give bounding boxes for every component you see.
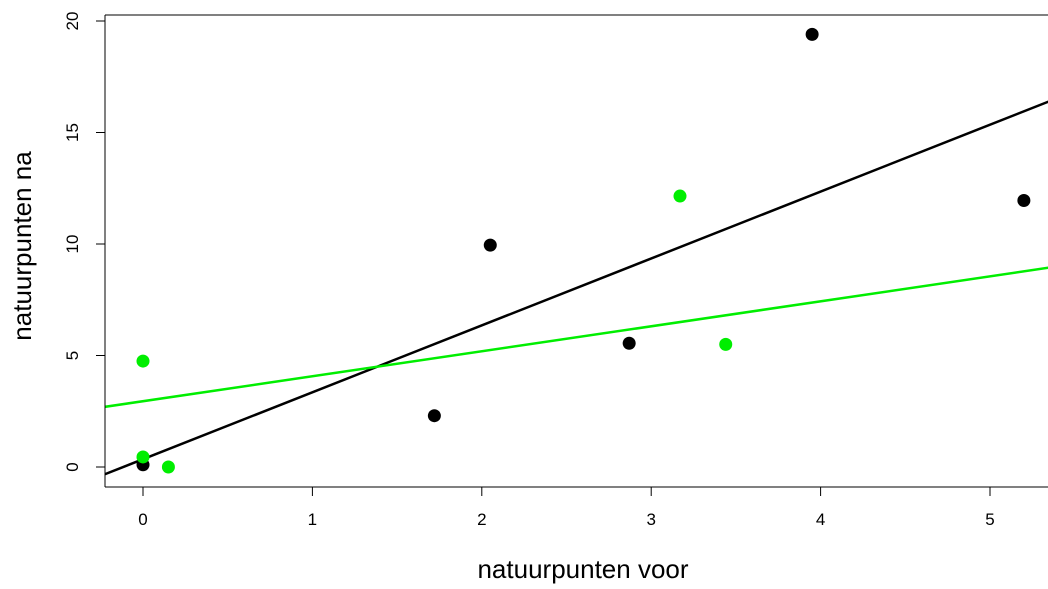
data-point <box>483 238 497 252</box>
y-tick-label: 10 <box>63 235 82 254</box>
x-tick-label: 5 <box>985 510 994 529</box>
regression-line <box>105 266 1048 409</box>
data-point <box>136 354 150 368</box>
x-axis-title: natuurpunten voor <box>477 554 688 584</box>
y-tick-label: 0 <box>63 462 82 471</box>
x-axis: 0 1 2 3 4 5 <box>138 486 995 529</box>
y-axis: 0 5 10 15 20 <box>63 12 106 472</box>
data-point <box>719 337 733 351</box>
data-point <box>622 336 636 350</box>
regression-lines <box>105 100 1048 476</box>
data-point <box>161 460 175 474</box>
y-tick-label: 15 <box>63 123 82 142</box>
data-point <box>673 189 687 203</box>
x-tick-label: 1 <box>308 510 317 529</box>
y-tick-label: 20 <box>63 12 82 31</box>
regression-line <box>105 100 1048 476</box>
data-point <box>1017 194 1031 208</box>
data-points <box>136 27 1031 474</box>
data-point <box>805 27 819 41</box>
x-tick-label: 3 <box>646 510 655 529</box>
data-point <box>136 450 150 464</box>
data-point <box>427 409 441 423</box>
y-axis-title: natuurpunten na <box>7 151 37 341</box>
x-tick-label: 2 <box>477 510 486 529</box>
x-tick-label: 0 <box>138 510 147 529</box>
y-tick-label: 5 <box>63 351 82 360</box>
x-tick-label: 4 <box>816 510 825 529</box>
